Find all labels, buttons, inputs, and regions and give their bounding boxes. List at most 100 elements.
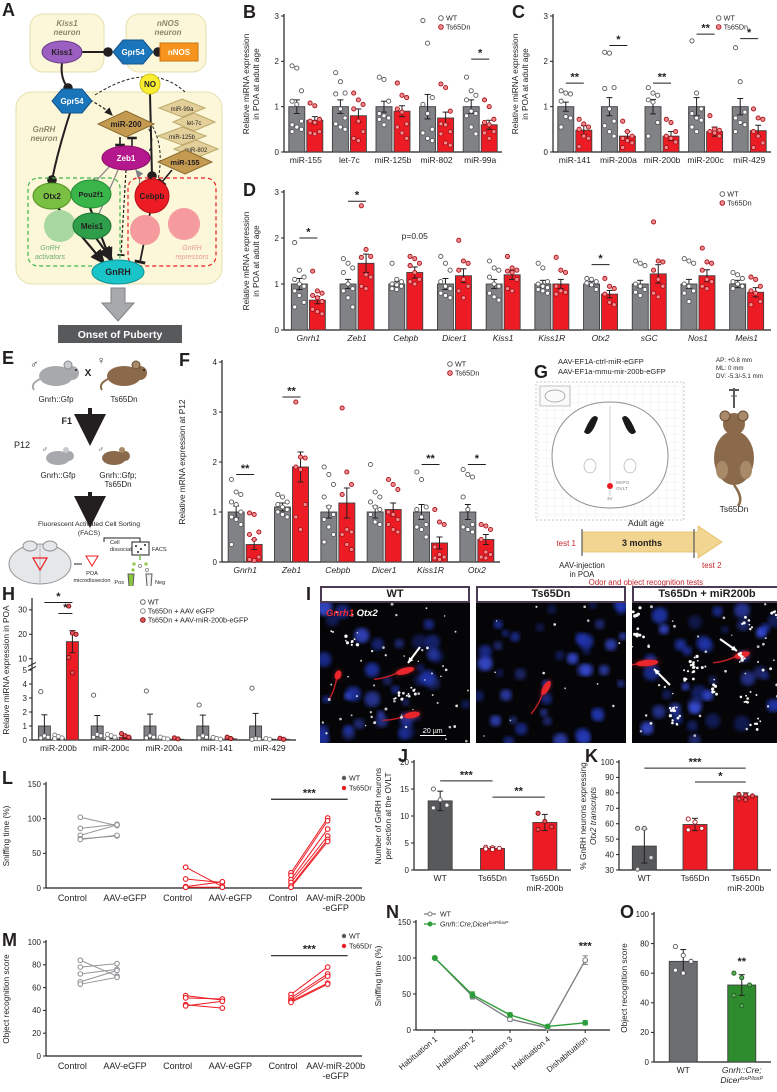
data-point [460,276,466,282]
svg-text:♂: ♂ [98,445,104,454]
y-tick-label: 50 [402,990,411,999]
significance-label: ** [426,453,435,465]
data-point [748,288,754,294]
data-point [544,1023,551,1030]
data-point [398,279,404,285]
y-axis-label: per section at the OVLT [383,772,393,859]
data-point [673,129,679,135]
data-point [544,279,551,285]
otx2-transcript-dot [407,694,411,698]
data-point [635,866,641,872]
svg-text:Cell: Cell [110,540,120,546]
otx2-transcript-dot [753,722,757,725]
data-point [447,129,453,135]
x-tick-label: Habituation 1 [397,1034,439,1072]
chart-H-mirna-rescue: 0 1 2 3 4 5 10 20 30 Relative miRNA expression in… [1,591,296,753]
x-tick-label: miR-200a [146,743,183,753]
data-point [340,256,346,262]
data-point [321,539,327,545]
data-point [688,958,694,964]
data-point [251,536,257,543]
svg-text:GnRH: GnRH [33,125,56,134]
legend-label: WT [349,774,361,783]
data-point [709,279,715,285]
data-point [69,670,75,676]
data-point [319,311,325,317]
no-node [139,73,161,95]
x-tick-label: Control [163,1061,192,1071]
dapi-nucleus [416,663,425,672]
y-tick-label: 3 [544,12,549,21]
data-point [326,524,332,530]
dapi-nucleus [580,663,594,677]
data-point [284,514,290,520]
data-point [602,291,608,297]
data-point [460,524,466,530]
micro-mir: Ts65Dn + miR200b [613,586,777,748]
dapi-nucleus [493,619,503,629]
panel-letter-B: B [243,2,256,22]
data-point [301,283,307,289]
dapi-nucleus [413,674,426,686]
otx2-transcript-dot [339,717,342,721]
data-point [588,276,595,282]
y-tick-label: 80 [640,939,649,948]
otx2-transcript-dot [583,605,586,609]
coronal-brain-section: MnPO OVLT 3V [535,381,685,521]
data-point [330,481,337,488]
otx2-transcript-dot [370,650,374,653]
pair-line [185,995,223,1001]
panel-O: O 0 20 40 60 80 100 Object recognition score WT… [618,898,777,1092]
data-point [310,268,316,274]
data-point [438,131,444,137]
data-point [423,504,429,510]
otx2-transcript-dot [635,633,639,638]
otx2-transcript-dot [321,721,325,724]
data-point [681,290,687,296]
dapi-nucleus [316,652,332,667]
data-point [312,119,318,126]
otx2-transcript-dot [327,697,331,701]
svg-text:AAV-EF1a-mmu-mir-200b-eGFP: AAV-EF1a-mmu-mir-200b-eGFP [558,367,666,376]
data-point [363,246,369,253]
data-point [624,129,630,135]
otx2-transcript-dot [749,723,752,727]
micro-mir-image [613,602,777,747]
otx2-transcript-dot [633,614,637,618]
svg-text:Pou2f1: Pou2f1 [78,190,103,199]
data-point [316,116,323,122]
data-point [465,506,471,513]
svg-text:miR-802: miR-802 [185,148,208,154]
otx2-transcript-dot [762,642,765,646]
data-point [655,294,661,300]
y-tick-label: 50 [605,835,614,844]
dapi-nucleus [588,600,598,609]
otx2-transcript-dot [495,620,498,622]
dapi-nucleus [501,629,510,637]
svg-text:neuron: neuron [53,28,80,37]
panel-J: J 0 5 10 15 20 Number of GnRH neurons per sect… [372,746,577,905]
data-point [404,121,410,127]
svg-text:Gpr54: Gpr54 [60,97,84,106]
otx2-transcript-dot [353,638,356,641]
pair-line [290,839,329,887]
otx2-transcript-dot [676,716,680,720]
otx2-transcript-dot [393,698,395,700]
dapi-nucleus [753,666,767,680]
data-point [319,290,325,296]
data-point [558,88,564,94]
svg-text:♀: ♀ [97,355,105,367]
significance-label: p=0.05 [402,231,429,241]
otx2-transcript-dot [494,671,496,674]
y-tick-label: 70 [605,804,614,813]
otx2-transcript-dot [587,619,590,622]
gpr54-node-top [112,39,154,65]
data-point [716,127,722,133]
y-tick-label: 15 [400,785,409,794]
svg-text:P12: P12 [14,440,30,450]
data-point [544,285,551,291]
data-point [314,295,320,301]
data-point [289,122,295,128]
otx2-transcript-dot [401,714,403,716]
x-tick-label: -eGFP [322,903,349,913]
